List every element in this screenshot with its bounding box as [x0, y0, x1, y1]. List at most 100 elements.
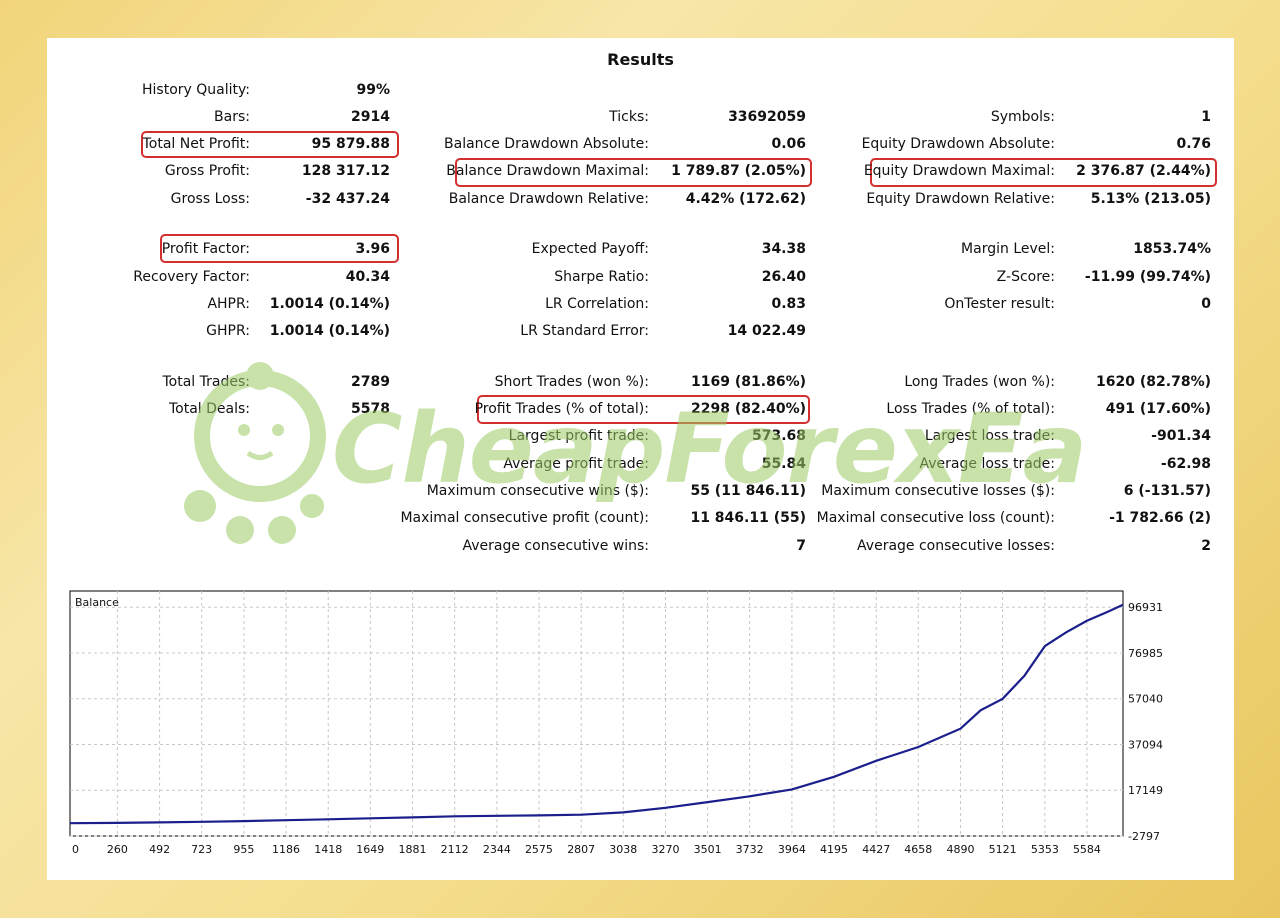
equity-dd-absolute-value: 0.76 — [1176, 136, 1211, 152]
x-tick-label: 260 — [107, 843, 128, 856]
y-tick-label: 57040 — [1128, 693, 1163, 706]
results-panel: Results History Quality: 99% Bars: 2914 … — [47, 38, 1234, 880]
margin-level-label: Margin Level: — [961, 241, 1055, 257]
y-tick-label: 37094 — [1128, 738, 1163, 751]
balance-series-line — [69, 603, 1124, 825]
lr-correlation-label: LR Correlation: — [545, 296, 649, 312]
symbols-value: 1 — [1201, 109, 1211, 125]
y-tick-label: -2797 — [1128, 830, 1160, 843]
x-tick-label: 3732 — [736, 843, 764, 856]
total-deals-label: Total Deals: — [168, 401, 250, 417]
chart-frame — [69, 590, 1124, 837]
lr-std-error-value: 14 022.49 — [727, 323, 806, 339]
largest-loss-label: Largest loss trade: — [924, 428, 1055, 444]
total-trades-label: Total Trades: — [162, 374, 251, 390]
expected-payoff-label: Expected Payoff: — [531, 241, 649, 257]
bars-label: Bars: — [214, 109, 250, 125]
recovery-factor-value: 40.34 — [345, 269, 390, 285]
maximal-consec-profit-value: 11 846.11 (55) — [690, 510, 806, 526]
gross-profit-value: 128 317.12 — [301, 163, 390, 179]
z-score-value: -11.99 (99.74%) — [1084, 269, 1211, 285]
x-tick-label: 5353 — [1031, 843, 1059, 856]
equity-dd-highlight — [870, 158, 1217, 187]
profit-factor-value: 3.96 — [355, 241, 390, 257]
sharpe-ratio-label: Sharpe Ratio: — [554, 269, 649, 285]
z-score-label: Z-Score: — [996, 269, 1055, 285]
y-tick-label: 96931 — [1128, 601, 1163, 614]
maximal-consec-profit-label: Maximal consecutive profit (count): — [400, 510, 649, 526]
gross-profit-label: Gross Profit: — [164, 163, 250, 179]
x-tick-label: 2807 — [567, 843, 595, 856]
y-tick-label: 17149 — [1128, 784, 1163, 797]
page-title: Results — [607, 50, 674, 69]
sharpe-ratio-value: 26.40 — [761, 269, 806, 285]
x-tick-label: 1881 — [399, 843, 427, 856]
long-trades-label: Long Trades (won %): — [904, 374, 1055, 390]
loss-trades-label: Loss Trades (% of total): — [886, 401, 1055, 417]
profit-trades-value: 2298 (82.40%) — [691, 401, 806, 417]
maximal-consec-loss-value: -1 782.66 (2) — [1109, 510, 1211, 526]
avg-consec-losses-label: Average consecutive losses: — [857, 538, 1055, 554]
x-tick-label: 3964 — [778, 843, 806, 856]
total-net-profit-label: Total Net Profit: — [142, 136, 250, 152]
balance-dd-maximal-label: Balance Drawdown Maximal: — [446, 163, 649, 179]
ghpr-value: 1.0014 (0.14%) — [269, 323, 390, 339]
ahpr-value: 1.0014 (0.14%) — [269, 296, 390, 312]
max-consec-wins-value: 55 (11 846.11) — [690, 483, 806, 499]
maximal-consec-loss-label: Maximal consecutive loss (count): — [816, 510, 1055, 526]
balance-dd-absolute-label: Balance Drawdown Absolute: — [444, 136, 649, 152]
y-axis-ticks: 96931 76985 57040 37094 17149 -2797 — [1128, 601, 1163, 843]
x-tick-label: 4427 — [862, 843, 890, 856]
history-quality-value: 99% — [356, 82, 390, 98]
total-trades-value: 2789 — [351, 374, 390, 390]
bars-value: 2914 — [351, 109, 390, 125]
x-tick-label: 5584 — [1073, 843, 1101, 856]
x-tick-label: 2112 — [441, 843, 469, 856]
avg-consec-losses-value: 2 — [1201, 538, 1211, 554]
x-tick-label: 2575 — [525, 843, 553, 856]
equity-dd-relative-label: Equity Drawdown Relative: — [866, 191, 1055, 207]
lr-std-error-label: LR Standard Error: — [520, 323, 649, 339]
long-trades-value: 1620 (82.78%) — [1096, 374, 1211, 390]
balance-dd-absolute-value: 0.06 — [771, 136, 806, 152]
y-tick-label: 76985 — [1128, 647, 1163, 660]
ontester-value: 0 — [1201, 296, 1211, 312]
equity-dd-absolute-label: Equity Drawdown Absolute: — [861, 136, 1055, 152]
balance-chart: Balance 96931 76985 57040 37094 17149 -2797 0… — [69, 590, 1163, 856]
largest-loss-value: -901.34 — [1151, 428, 1211, 444]
history-quality-label: History Quality: — [142, 82, 250, 98]
x-tick-label: 5121 — [989, 843, 1017, 856]
balance-dd-relative-value: 4.42% (172.62) — [685, 191, 806, 207]
max-consec-wins-label: Maximum consecutive wins ($): — [426, 483, 649, 499]
gross-loss-label: Gross Loss: — [170, 191, 250, 207]
recovery-factor-label: Recovery Factor: — [133, 269, 250, 285]
ticks-label: Ticks: — [609, 109, 649, 125]
x-tick-label: 3270 — [652, 843, 680, 856]
ticks-value: 33692059 — [728, 109, 806, 125]
x-tick-label: 1186 — [272, 843, 300, 856]
profit-factor-highlight — [160, 234, 399, 263]
ahpr-label: AHPR: — [207, 296, 250, 312]
symbols-label: Symbols: — [990, 109, 1055, 125]
expected-payoff-value: 34.38 — [761, 241, 806, 257]
balance-dd-highlight — [455, 158, 812, 187]
average-profit-value: 55.84 — [761, 456, 806, 472]
x-tick-label: 4890 — [947, 843, 975, 856]
x-tick-label: 492 — [149, 843, 170, 856]
equity-dd-maximal-label: Equity Drawdown Maximal: — [863, 163, 1055, 179]
x-axis-ticks: 0 260 492 723 955 1186 1418 1649 1881 2112 2344 257… — [72, 843, 1101, 856]
largest-profit-label: Largest profit trade: — [508, 428, 649, 444]
equity-dd-relative-value: 5.13% (213.05) — [1090, 191, 1211, 207]
margin-level-value: 1853.74% — [1133, 241, 1211, 257]
x-tick-label: 1649 — [356, 843, 384, 856]
short-trades-value: 1169 (81.86%) — [691, 374, 806, 390]
lr-correlation-value: 0.83 — [771, 296, 806, 312]
x-tick-label: 4195 — [820, 843, 848, 856]
x-tick-label: 955 — [233, 843, 254, 856]
avg-consec-wins-value: 7 — [796, 538, 806, 554]
avg-consec-wins-label: Average consecutive wins: — [462, 538, 649, 554]
chart-grid — [70, 591, 1123, 837]
x-tick-label: 3038 — [609, 843, 637, 856]
x-tick-label: 0 — [72, 843, 79, 856]
ontester-label: OnTester result: — [944, 296, 1055, 312]
